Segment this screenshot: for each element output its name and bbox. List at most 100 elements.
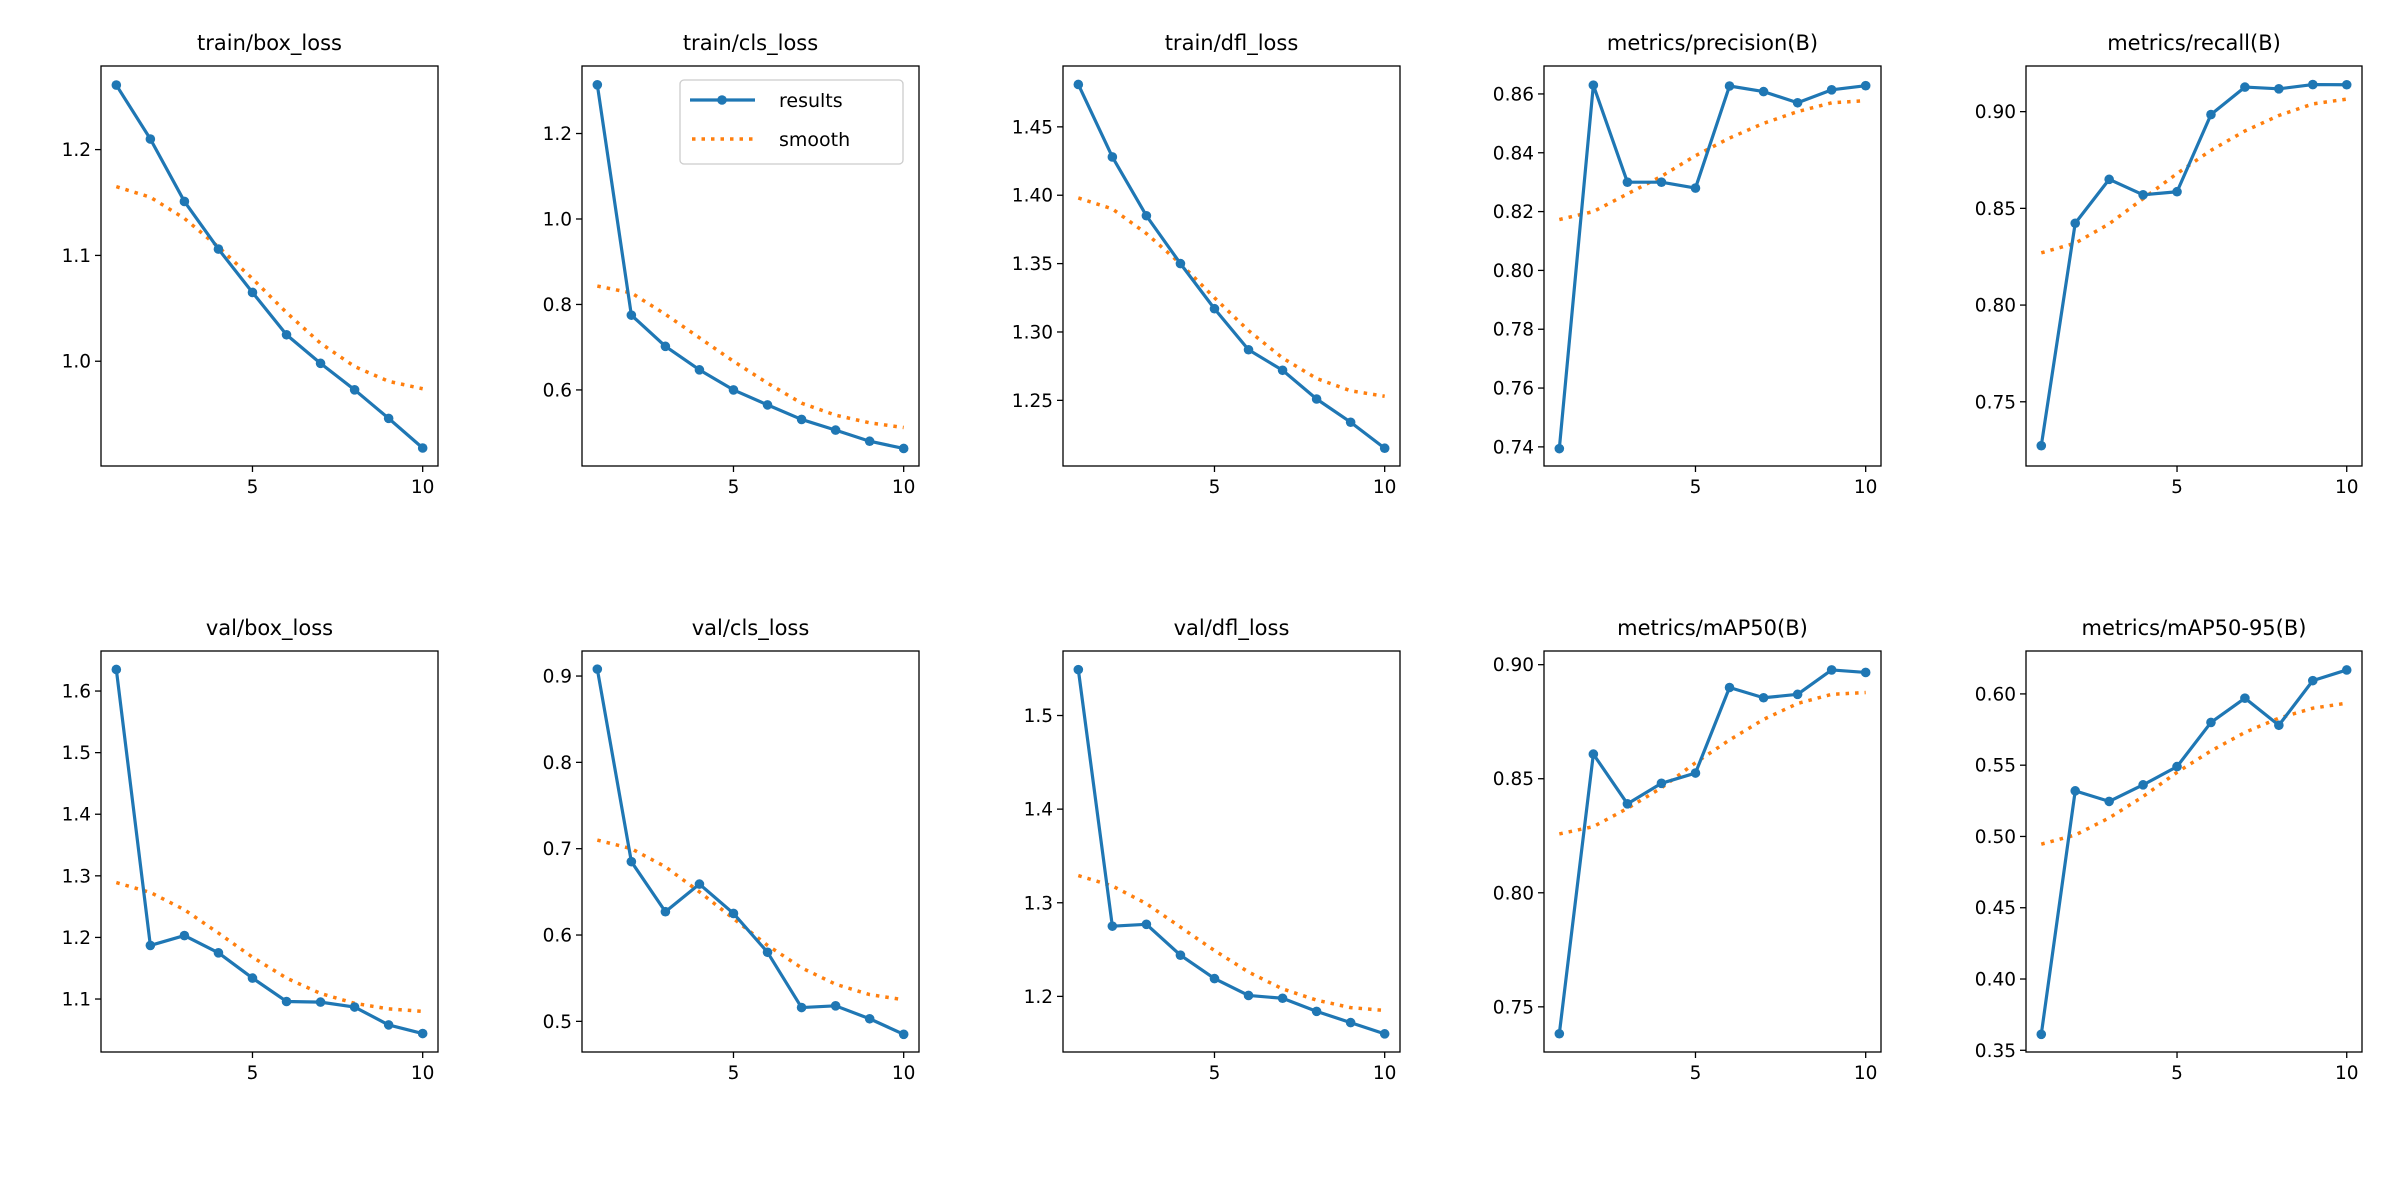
subplot-title: val/cls_loss: [692, 616, 810, 641]
results-point: [1792, 689, 1803, 700]
y-tick-label: 0.55: [1975, 756, 2016, 777]
results-point: [1690, 768, 1701, 778]
results-point: [1243, 344, 1254, 355]
axes-frame: [1062, 65, 1401, 467]
x-tick-label: 10: [2335, 477, 2359, 498]
results-point: [1175, 258, 1186, 269]
results-point: [349, 1002, 360, 1012]
results-point: [762, 400, 773, 410]
results-point: [1141, 919, 1152, 930]
results-point: [694, 365, 705, 375]
results-point: [864, 1013, 875, 1024]
x-tick-label: 10: [892, 1063, 916, 1084]
y-tick-label: 0.80: [1493, 261, 1534, 282]
y-tick-label: 1.35: [1012, 254, 1053, 275]
results-point: [1107, 152, 1118, 162]
subplot-title: val/box_loss: [206, 616, 333, 641]
results-point: [626, 856, 637, 867]
subplot-title: val/dfl_loss: [1174, 616, 1290, 641]
results-point: [2341, 79, 2352, 90]
results-point: [592, 80, 603, 90]
y-tick-label: 1.2: [62, 928, 91, 949]
y-tick-label: 0.74: [1493, 437, 1534, 458]
results-point: [694, 879, 705, 889]
results-line: [114, 669, 424, 1036]
results-point: [315, 997, 326, 1007]
results-point: [2307, 79, 2318, 90]
y-tick-label: 0.90: [1493, 655, 1534, 676]
y-tick-label: 1.30: [1012, 322, 1053, 343]
results-point: [1588, 749, 1599, 759]
subplot: train/cls_loss 5 10 0.6 0.8 1.0 1.2: [543, 31, 920, 498]
results-point: [1379, 1029, 1390, 1039]
y-tick-label: 1.2: [62, 140, 91, 161]
results-point: [1656, 778, 1667, 789]
results-point: [1826, 85, 1837, 95]
x-tick-label: 10: [1854, 477, 1878, 498]
y-tick-label: 1.4: [1024, 800, 1053, 821]
x-tick-label: 10: [892, 477, 916, 498]
y-tick-label: 1.5: [1024, 706, 1053, 727]
results-point: [349, 385, 360, 395]
results-line: [595, 668, 905, 1036]
results-point: [111, 664, 122, 675]
results-line: [1076, 83, 1386, 450]
results-point: [830, 1001, 841, 1011]
results-point: [179, 930, 190, 941]
x-tick-label: 10: [411, 477, 435, 498]
y-tick-label: 0.8: [543, 295, 572, 316]
y-tick-label: 0.9: [543, 667, 572, 688]
x-tick-label: 5: [1690, 477, 1702, 498]
x-tick-label: 5: [1690, 1063, 1702, 1084]
results-point: [2206, 109, 2216, 120]
results-point: [1792, 97, 1803, 108]
subplot-title: train/cls_loss: [683, 31, 818, 56]
results-point: [1860, 80, 1871, 91]
results-point: [417, 443, 428, 453]
results-point: [179, 196, 190, 207]
results-point: [383, 413, 394, 424]
results-point: [592, 664, 603, 674]
smooth-line: [596, 838, 904, 1002]
axes-frame: [1543, 650, 1882, 1053]
y-tick-label: 0.60: [1975, 684, 2016, 705]
smooth-line: [1558, 690, 1866, 836]
results-point: [145, 940, 156, 951]
results-point: [1073, 664, 1084, 675]
smooth-line: [596, 284, 904, 430]
y-tick-label: 0.84: [1493, 143, 1534, 164]
results-line: [2039, 82, 2347, 446]
y-tick-label: 1.40: [1012, 186, 1053, 207]
results-point: [1724, 682, 1735, 693]
x-tick-label: 5: [1209, 477, 1221, 498]
subplot: train/box_loss 5 10 1.0 1.1 1.2: [62, 31, 439, 498]
results-point: [1209, 973, 1220, 984]
subplot: train/dfl_loss 5 10 1.25 1.30 1.35 1.40 1.45: [1012, 31, 1401, 498]
axes-frame: [2025, 65, 2363, 467]
y-tick-label: 0.80: [1493, 883, 1534, 904]
results-point: [1758, 692, 1769, 703]
x-tick-label: 5: [2171, 477, 2183, 498]
axes-frame: [581, 65, 920, 467]
results-point: [213, 948, 224, 958]
results-point: [2036, 1029, 2047, 1040]
y-tick-label: 0.85: [1493, 769, 1534, 790]
y-tick-label: 1.45: [1012, 117, 1053, 138]
results-line: [2039, 668, 2348, 1035]
y-tick-label: 0.75: [1493, 997, 1534, 1018]
results-point: [2206, 717, 2216, 728]
results-point: [417, 1028, 428, 1039]
results-line: [1557, 83, 1866, 449]
results-point: [1860, 667, 1871, 678]
results-point: [1622, 799, 1633, 809]
subplot: metrics/mAP50-95(B) 5 10 0.35 0.40 0.45 0.50 0.…: [1975, 616, 2363, 1084]
results-point: [2138, 780, 2148, 790]
legend-results-marker: [717, 95, 727, 105]
results-point: [2036, 440, 2047, 451]
subplot: metrics/precision(B) 5 10 0.74 0.76 0.78 0.80 0…: [1493, 31, 1882, 498]
legend-results-label: results: [779, 90, 843, 112]
results-point: [2341, 665, 2352, 675]
subplot: val/dfl_loss 5 10 1.2 1.3 1.4 1.5: [1024, 616, 1401, 1084]
x-tick-label: 10: [1373, 1063, 1397, 1084]
subplot: val/cls_loss 5 10 0.5 0.6 0.7 0.8 0.9: [543, 616, 920, 1084]
